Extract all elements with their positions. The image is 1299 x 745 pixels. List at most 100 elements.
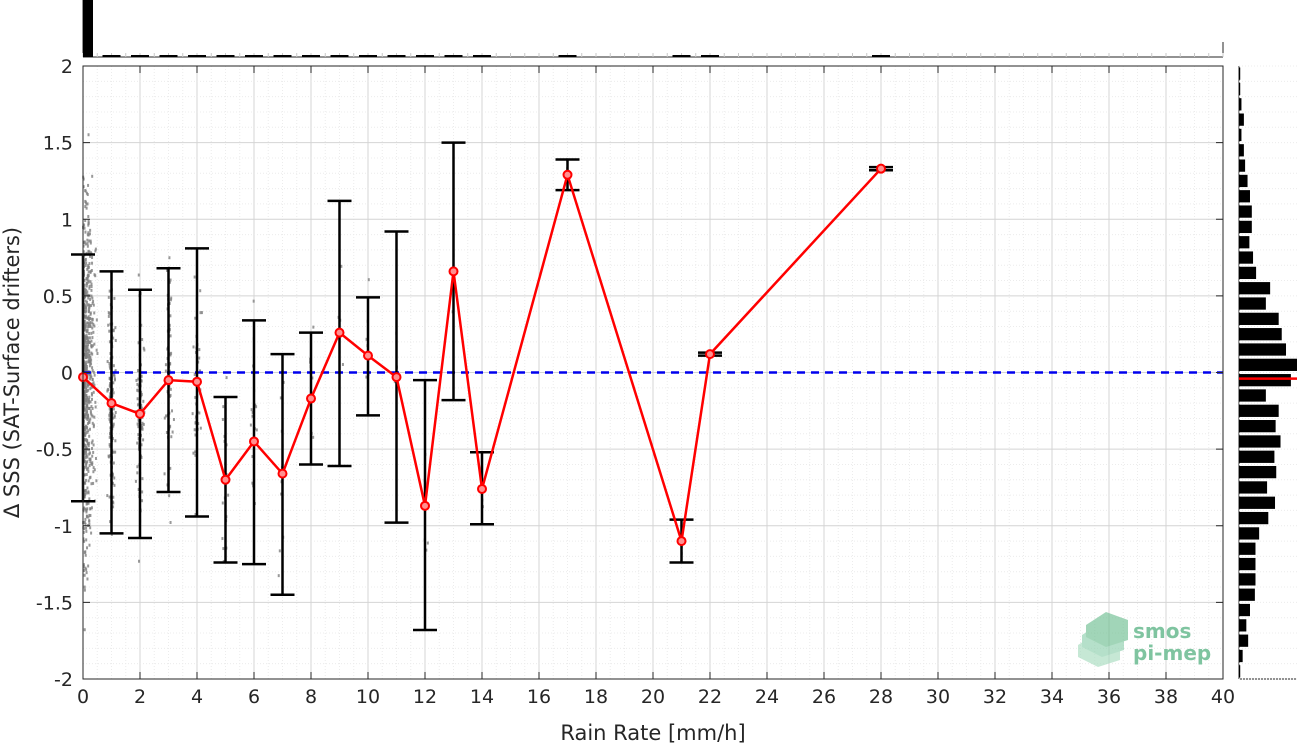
scatter-point: [87, 223, 90, 227]
scatter-point: [91, 414, 94, 418]
right-histogram-bar: [1239, 144, 1244, 157]
scatter-point: [88, 434, 91, 438]
scatter-point: [85, 365, 88, 369]
scatter-point: [83, 402, 86, 406]
scatter-point: [193, 373, 196, 377]
scatter-point: [168, 280, 171, 284]
right-histogram-bar: [1239, 159, 1246, 172]
scatter-point: [90, 284, 93, 288]
top-histogram-bar: [245, 55, 263, 57]
scatter-point: [90, 282, 93, 286]
scatter-point: [89, 409, 92, 413]
scatter-point: [108, 364, 111, 368]
scatter-point: [114, 369, 117, 373]
scatter-point: [85, 467, 88, 471]
scatter-point: [106, 494, 109, 498]
x-tick-label: 22: [698, 686, 722, 708]
scatter-point: [83, 527, 86, 531]
scatter-point: [140, 424, 143, 428]
scatter-point: [89, 526, 92, 530]
scatter-point: [85, 398, 88, 402]
scatter-point: [83, 398, 86, 402]
scatter-point: [108, 362, 111, 366]
scatter-point: [89, 411, 92, 415]
scatter-point: [84, 242, 87, 246]
scatter-point: [86, 325, 89, 329]
scatter-point: [113, 414, 116, 418]
scatter-point: [425, 548, 428, 552]
scatter-point: [109, 392, 112, 396]
logo-text-pimep: pi-mep: [1133, 641, 1211, 665]
scatter-point: [169, 521, 172, 525]
scatter-point: [112, 505, 115, 509]
scatter-point: [114, 326, 117, 330]
scatter-point: [93, 468, 96, 472]
scatter-point: [137, 377, 140, 381]
scatter-point: [84, 553, 87, 557]
scatter-point: [107, 314, 110, 318]
scatter-point: [111, 472, 114, 476]
right-histogram-bar: [1239, 113, 1244, 126]
scatter-point: [83, 452, 86, 456]
x-tick-label: 36: [1097, 686, 1121, 708]
scatter-point: [83, 415, 86, 419]
scatter-point: [84, 219, 87, 223]
top-histogram-bar: [473, 55, 491, 57]
scatter-point: [249, 423, 252, 427]
scatter-point: [84, 489, 87, 493]
scatter-point: [83, 223, 86, 227]
scatter-point: [84, 566, 87, 570]
scatter-point: [84, 305, 87, 309]
scatter-point: [85, 349, 88, 353]
scatter-point: [86, 303, 89, 307]
top-histogram-bar: [188, 55, 206, 57]
right-histogram-bar: [1239, 527, 1260, 540]
scatter-point: [91, 301, 94, 305]
scatter-point: [168, 323, 171, 327]
scatter-point: [85, 288, 88, 292]
scatter-point: [88, 476, 91, 480]
right-histogram-bar: [1239, 588, 1255, 601]
scatter-point: [169, 466, 172, 470]
scatter-point: [86, 382, 89, 386]
right-histogram-bar: [1239, 465, 1277, 479]
scatter-point: [194, 512, 197, 516]
scatter-point: [137, 433, 140, 437]
scatter-point: [86, 406, 89, 410]
scatter-point: [83, 438, 86, 442]
scatter-point: [84, 355, 87, 359]
series-markers: [78, 163, 886, 547]
scatter-point: [199, 289, 202, 293]
scatter-point: [84, 424, 87, 428]
scatter-point: [86, 455, 89, 459]
scatter-point: [221, 501, 224, 505]
scatter-point: [87, 382, 90, 386]
scatter-point: [94, 499, 97, 503]
scatter-point: [88, 427, 91, 431]
right-histogram-bar: [1239, 450, 1275, 463]
scatter-point: [222, 405, 225, 409]
scatter-point: [91, 366, 94, 370]
scatter-point: [88, 284, 91, 288]
scatter-point: [251, 481, 254, 485]
x-tick-label: 20: [641, 686, 665, 708]
scatter-point: [83, 588, 86, 592]
scatter-point: [137, 437, 140, 441]
scatter-point: [114, 450, 117, 454]
scatter-point: [107, 295, 110, 299]
scatter-point: [169, 361, 172, 365]
scatter-point: [92, 450, 95, 454]
scatter-point: [278, 549, 281, 553]
scatter-point: [165, 414, 168, 418]
scatter-point: [83, 319, 86, 323]
x-tick-label: 6: [248, 686, 260, 708]
scatter-point: [88, 497, 91, 501]
logo-text-smos: smos: [1133, 619, 1191, 643]
right-histogram-bar: [1239, 481, 1268, 494]
scatter-point: [85, 515, 88, 519]
right-histogram-bar: [1239, 374, 1291, 387]
scatter-point: [255, 405, 258, 409]
scatter-point: [199, 426, 202, 430]
scatter-point: [85, 465, 88, 469]
